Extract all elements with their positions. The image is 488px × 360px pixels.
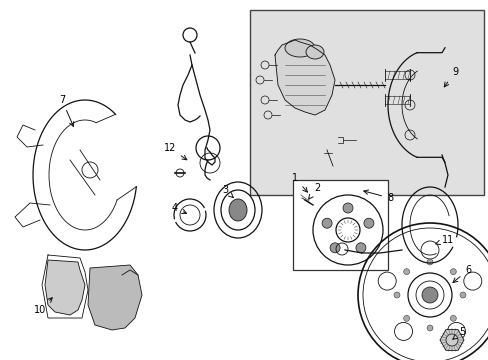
Circle shape (329, 243, 339, 253)
Polygon shape (274, 40, 334, 115)
Text: 10: 10 (34, 298, 52, 315)
Text: 4: 4 (172, 203, 186, 213)
Circle shape (322, 218, 331, 228)
Circle shape (426, 325, 432, 331)
Ellipse shape (305, 45, 324, 59)
Circle shape (342, 203, 352, 213)
Text: 7: 7 (59, 95, 74, 126)
Polygon shape (439, 330, 463, 350)
Text: 2: 2 (308, 183, 320, 199)
Text: 1: 1 (291, 173, 307, 192)
Circle shape (403, 315, 409, 321)
Polygon shape (45, 260, 85, 315)
Circle shape (459, 292, 465, 298)
Text: 11: 11 (435, 235, 453, 245)
Circle shape (393, 292, 399, 298)
Circle shape (426, 259, 432, 265)
Circle shape (403, 269, 409, 275)
Text: 9: 9 (444, 67, 457, 87)
Polygon shape (88, 265, 142, 330)
Text: 3: 3 (222, 185, 233, 198)
Ellipse shape (228, 199, 246, 221)
Text: 12: 12 (163, 143, 186, 160)
Circle shape (449, 315, 455, 321)
Text: 6: 6 (452, 265, 470, 283)
Bar (292, 180, 387, 270)
Circle shape (421, 287, 437, 303)
Text: 8: 8 (363, 190, 392, 203)
Circle shape (355, 243, 365, 253)
Text: 5: 5 (452, 327, 464, 339)
Bar (249, 10, 483, 195)
Ellipse shape (285, 39, 314, 57)
Circle shape (449, 269, 455, 275)
Circle shape (363, 218, 373, 228)
